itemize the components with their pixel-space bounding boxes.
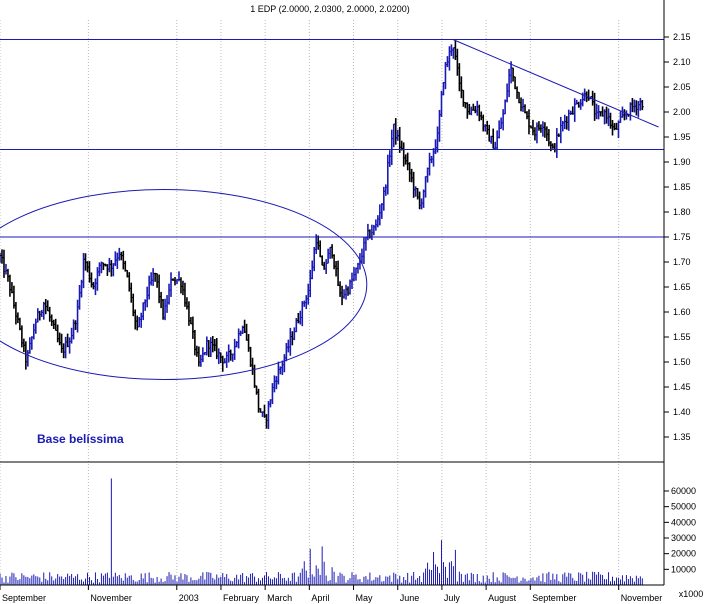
price-tick-label: 1.85 — [673, 182, 691, 192]
volume-tick-label: 60000 — [671, 486, 696, 496]
time-tick-label: February — [223, 593, 260, 603]
volume-tick-label: 20000 — [671, 549, 696, 559]
price-tick-label: 1.65 — [673, 282, 691, 292]
price-tick-label: 1.95 — [673, 132, 691, 142]
price-tick-label: 1.50 — [673, 357, 691, 367]
time-tick-label: June — [400, 593, 420, 603]
price-tick-label: 1.60 — [673, 307, 691, 317]
price-tick-label: 1.40 — [673, 407, 691, 417]
time-tick-label: September — [2, 593, 46, 603]
volume-tick-label: 40000 — [671, 517, 696, 527]
time-tick-label: July — [444, 593, 461, 603]
annotation-label: Base belíssima — [37, 432, 124, 446]
price-tick-label: 1.45 — [673, 382, 691, 392]
volume-tick-label: 10000 — [671, 564, 696, 574]
volume-tick-label: 30000 — [671, 533, 696, 543]
time-tick-label: April — [311, 593, 329, 603]
price-tick-label: 2.00 — [673, 107, 691, 117]
price-tick-label: 1.55 — [673, 332, 691, 342]
time-tick-label: May — [356, 593, 374, 603]
volume-tick-label: 50000 — [671, 502, 696, 512]
price-tick-label: 1.90 — [673, 157, 691, 167]
price-tick-label: 1.70 — [673, 257, 691, 267]
price-tick-label: 1.35 — [673, 432, 691, 442]
time-tick-label: March — [267, 593, 292, 603]
price-tick-label: 1.75 — [673, 232, 691, 242]
price-tick-label: 2.05 — [673, 82, 691, 92]
time-tick-label: September — [532, 593, 576, 603]
time-tick-label: November — [621, 593, 663, 603]
price-tick-label: 2.15 — [673, 32, 691, 42]
price-tick-label: 1.80 — [673, 207, 691, 217]
chart-title: 1 EDP (2.0000, 2.0300, 2.0000, 2.0200) — [250, 4, 409, 14]
time-tick-label: 2003 — [179, 593, 199, 603]
price-tick-label: 2.10 — [673, 57, 691, 67]
time-tick-label: August — [488, 593, 517, 603]
volume-unit-label: x1000 — [679, 589, 704, 599]
time-tick-label: November — [90, 593, 132, 603]
